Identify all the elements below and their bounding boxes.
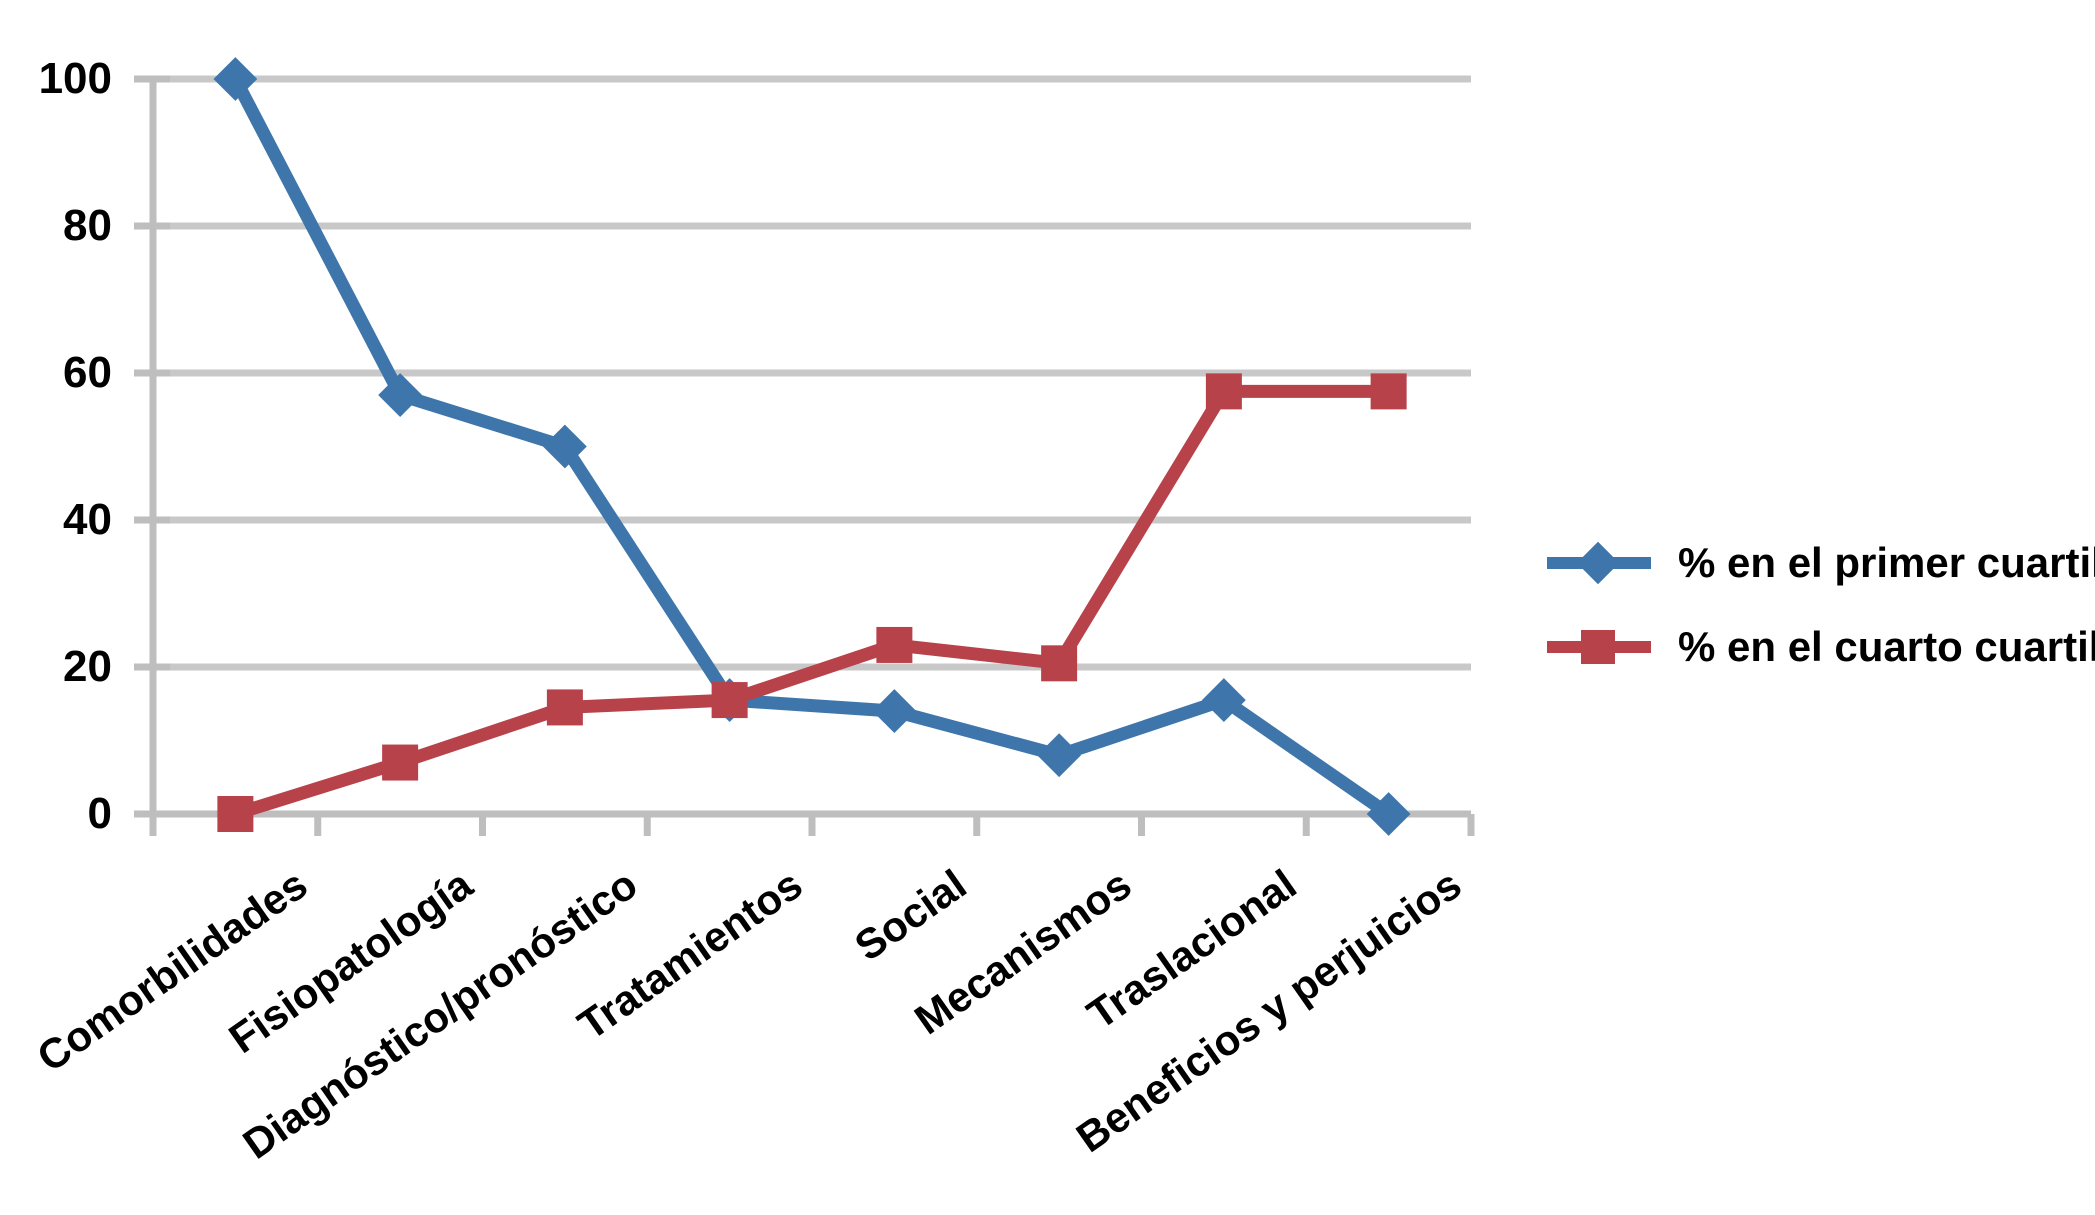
data-point-marker — [213, 57, 258, 101]
data-point-marker — [378, 373, 423, 417]
legend-item-cuarto-cuartil: % en el cuarto cuartil — [1544, 625, 2095, 669]
legend-label: % en el primer cuartil — [1678, 539, 2095, 586]
series-line-1 — [233, 384, 1389, 821]
data-point-marker — [1041, 645, 1078, 682]
y-axis-label: 80 — [63, 201, 112, 250]
data-point-marker — [542, 424, 587, 469]
data-point-marker — [382, 744, 419, 781]
y-axis-label: 40 — [63, 495, 112, 544]
data-point-marker — [546, 689, 583, 726]
y-axis-label: 100 — [38, 54, 112, 103]
y-axis-label: 20 — [63, 642, 112, 691]
y-axis-label: 60 — [63, 348, 112, 397]
data-point-marker — [217, 796, 254, 832]
y-axis-label: 0 — [87, 789, 112, 838]
data-point-marker — [876, 626, 913, 663]
legend-diamond-marker-icon — [1547, 541, 1651, 585]
legend-item-primer-cuartil: % en el primer cuartil — [1544, 541, 2095, 585]
data-point-marker — [872, 689, 917, 734]
data-point-marker — [1370, 373, 1407, 410]
data-point-marker — [711, 682, 748, 719]
data-point-marker — [1037, 733, 1082, 778]
data-point-marker — [1205, 373, 1242, 410]
legend-label: % en el cuarto cuartil — [1678, 623, 2095, 670]
legend-square-marker-icon — [1547, 630, 1651, 664]
series-line-0 — [229, 75, 1393, 820]
